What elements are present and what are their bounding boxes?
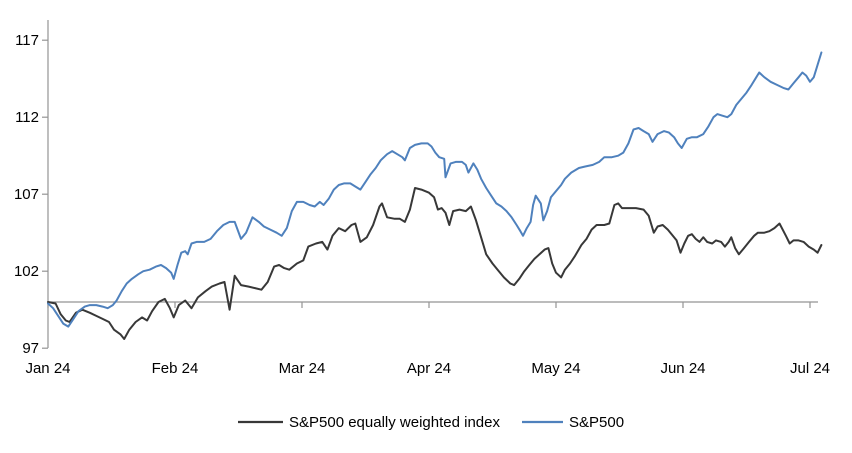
x-tick-label: Apr 24: [407, 360, 451, 377]
sp500-equal-weight-legend-label: S&P500 equally weighted index: [289, 414, 500, 431]
sp500-legend-label: S&P500: [569, 414, 624, 431]
x-tick-label: Jul 24: [790, 360, 830, 377]
x-tick-label: Jan 24: [25, 360, 70, 377]
y-tick-label: 97: [22, 340, 39, 357]
sp500-equal-weight-line: [47, 187, 823, 340]
y-tick-label: 112: [15, 109, 39, 126]
x-tick-label: Feb 24: [152, 360, 199, 377]
y-tick-label: 117: [15, 32, 39, 49]
sp500-line: [47, 51, 823, 328]
x-tick-label: Jun 24: [660, 360, 705, 377]
x-tick-label: May 24: [531, 360, 580, 377]
x-tick-label: Mar 24: [279, 360, 326, 377]
y-tick-label: 107: [14, 186, 39, 203]
y-tick-label: 102: [14, 263, 39, 280]
